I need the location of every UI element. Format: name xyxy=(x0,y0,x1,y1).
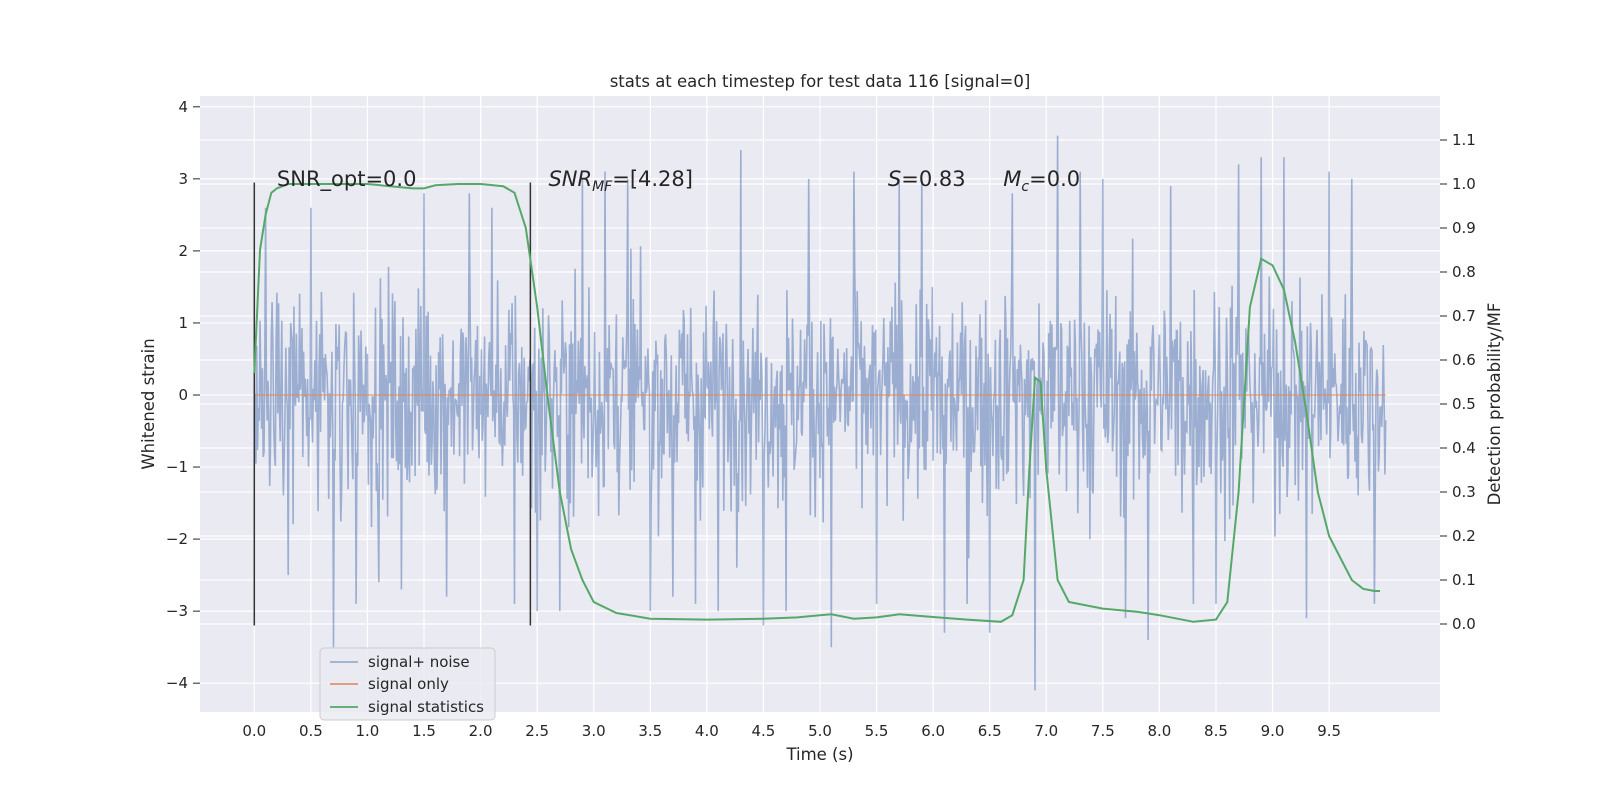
y2-tick-label: 0.6 xyxy=(1452,351,1476,369)
y-tick-label: −1 xyxy=(166,458,188,476)
x-tick-label: 8.0 xyxy=(1147,722,1171,740)
legend-label-signal-only: signal only xyxy=(368,675,449,693)
x-tick-label: 0.5 xyxy=(299,722,323,740)
y2-tick-label: 0.0 xyxy=(1452,615,1476,633)
x-tick-label: 0.0 xyxy=(242,722,266,740)
series-signal-statistics xyxy=(253,183,1380,623)
y-tick-label: 0 xyxy=(178,386,188,404)
x-axis: 0.0 0.5 1.0 1.5 2.0 2.5 3.0 3.5 4.0 4.5 5.0 5.5 6.0 6… xyxy=(242,722,1341,740)
y-tick-label: −3 xyxy=(166,602,188,620)
x-tick-label: 8.5 xyxy=(1204,722,1228,740)
legend: signal+ noise signal only signal statist… xyxy=(319,647,496,721)
y2-tick-label: 1.1 xyxy=(1452,131,1476,149)
x-tick-label: 3.5 xyxy=(638,722,662,740)
y-tick-label: 1 xyxy=(178,314,188,332)
y-tick-label: −4 xyxy=(166,674,188,692)
x-tick-label: 1.0 xyxy=(356,722,380,740)
y-tick-label: 4 xyxy=(178,98,188,116)
y-tick-label: −2 xyxy=(166,530,188,548)
y2-tick-label: 0.7 xyxy=(1452,307,1476,325)
x-tick-label: 7.5 xyxy=(1091,722,1115,740)
chart-title: stats at each timestep for test data 116… xyxy=(610,72,1031,91)
y2-tick-label: 0.3 xyxy=(1452,483,1476,501)
annotation-0: SNR_opt=0.0 xyxy=(277,167,417,192)
y2-tick-label: 0.4 xyxy=(1452,439,1476,457)
y2-tick-label: 1.0 xyxy=(1452,175,1476,193)
annotations: SNR_opt=0.0 SNRMF=[4.28] S=0.83 Mc=0.0 xyxy=(277,167,1080,195)
y2-tick-label: 0.8 xyxy=(1452,263,1476,281)
x-tick-label: 4.0 xyxy=(695,722,719,740)
y-tick-label: 2 xyxy=(178,242,188,260)
y-tick-label: 3 xyxy=(178,170,188,188)
x-tick-label: 9.0 xyxy=(1261,722,1285,740)
x-tick-label: 5.5 xyxy=(865,722,889,740)
y2-tick-label: 0.1 xyxy=(1452,571,1476,589)
x-tick-label: 1.5 xyxy=(412,722,436,740)
legend-label-signal-statistics: signal statistics xyxy=(368,698,484,716)
y2-tick-label: 0.2 xyxy=(1452,527,1476,545)
x-tick-label: 6.5 xyxy=(978,722,1002,740)
right-axis: 0.0 0.1 0.2 0.3 0.4 0.5 0.6 0.7 0.8 0.9 1.0 1.1 xyxy=(1440,131,1476,633)
x-tick-label: 9.5 xyxy=(1317,722,1341,740)
series-signal-noise xyxy=(253,135,1387,691)
x-tick-label: 5.0 xyxy=(808,722,832,740)
y2-axis-label: Detection probability/MF xyxy=(1485,303,1504,506)
legend-box xyxy=(319,647,496,721)
x-tick-label: 3.0 xyxy=(582,722,606,740)
left-axis: −4 −3 −2 −1 0 1 2 3 4 xyxy=(166,98,200,692)
y2-tick-label: 0.9 xyxy=(1452,219,1476,237)
y-axis-label: Whitened strain xyxy=(139,338,158,469)
x-tick-label: 4.5 xyxy=(752,722,776,740)
x-tick-label: 2.0 xyxy=(469,722,493,740)
x-tick-label: 2.5 xyxy=(525,722,549,740)
annotation-2: S=0.83 xyxy=(888,167,966,191)
legend-label-signal-noise: signal+ noise xyxy=(368,653,470,671)
plot-area xyxy=(253,135,1387,691)
y2-tick-label: 0.5 xyxy=(1452,395,1476,413)
annotation-3: Mc=0.0 xyxy=(1003,167,1080,195)
x-tick-label: 7.0 xyxy=(1034,722,1058,740)
x-tick-label: 6.0 xyxy=(921,722,945,740)
x-axis-label: Time (s) xyxy=(785,745,853,764)
annotation-1: SNRMF=[4.28] xyxy=(548,167,693,195)
